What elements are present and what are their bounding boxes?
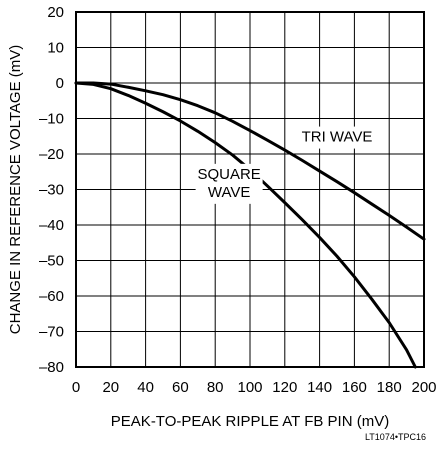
y-tick-label: 20 <box>47 4 64 21</box>
y-tick-label: 10 <box>47 40 64 57</box>
y-tick-label: 0 <box>56 75 64 92</box>
y-tick-label: –30 <box>39 182 64 199</box>
series-label: WAVE <box>208 184 251 201</box>
y-tick-label: –40 <box>39 217 64 234</box>
y-tick-label: –20 <box>39 146 64 163</box>
x-tick-label: 180 <box>377 379 402 396</box>
y-axis-title: CHANGE IN REFERENCE VOLTAGE (mV) <box>7 45 24 334</box>
figure-id: LT1074•TPC16 <box>365 432 426 442</box>
y-axis-ticks: 20 10 0 –10 –20 –30 –40 –50 –60 –70 –80 <box>39 4 64 376</box>
y-tick-label: –10 <box>39 111 64 128</box>
x-tick-label: 40 <box>137 379 154 396</box>
x-tick-label: 0 <box>72 379 80 396</box>
plot-frame <box>75 11 425 368</box>
series-label: SQUARE <box>197 166 260 183</box>
y-tick-label: –60 <box>39 288 64 305</box>
x-axis-ticks: 0 20 40 60 80 100 120 140 160 180 200 <box>72 379 437 396</box>
x-tick-label: 120 <box>272 379 297 396</box>
x-axis-title: PEAK-TO-PEAK RIPPLE AT FB PIN (mV) <box>111 413 389 430</box>
series-label: TRI WAVE <box>302 129 373 146</box>
x-tick-label: 140 <box>307 379 332 396</box>
x-tick-label: 200 <box>411 379 436 396</box>
series-label-background <box>294 126 380 149</box>
series-line <box>74 81 426 241</box>
y-tick-label: –70 <box>39 324 64 341</box>
y-tick-label: –50 <box>39 253 64 270</box>
x-tick-label: 20 <box>102 379 119 396</box>
x-tick-label: 100 <box>237 379 262 396</box>
y-tick-label: –80 <box>39 359 64 376</box>
series-label-background <box>195 163 263 204</box>
x-tick-label: 80 <box>207 379 224 396</box>
x-tick-label: 160 <box>342 379 367 396</box>
x-tick-label: 60 <box>172 379 189 396</box>
